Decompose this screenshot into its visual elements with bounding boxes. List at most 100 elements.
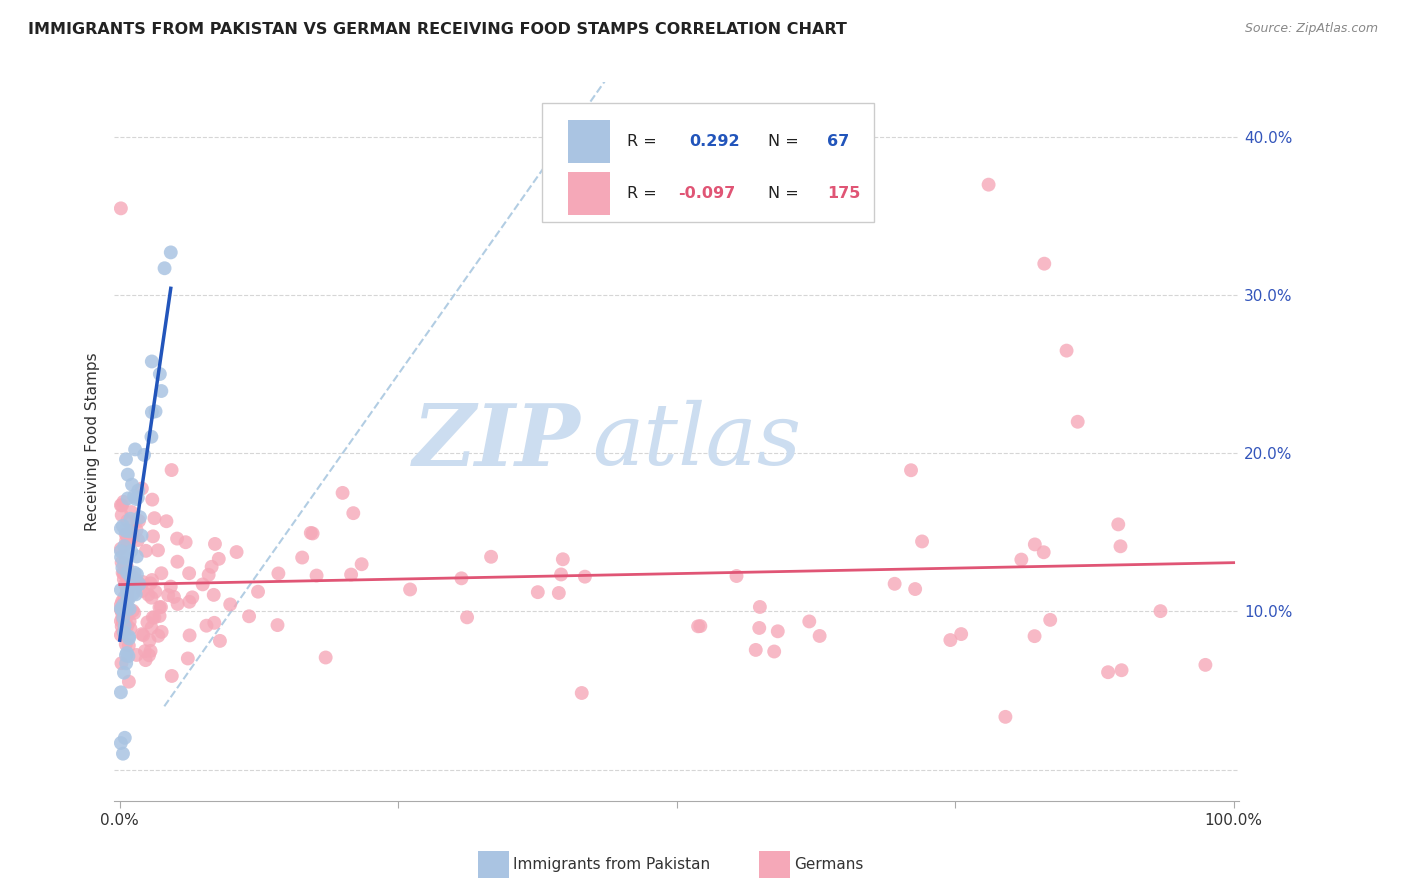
Point	[547, 586, 569, 600]
Bar	[568, 120, 610, 163]
Point	[201, 559, 224, 574]
Point	[132, 448, 155, 462]
Point	[115, 646, 138, 660]
Point	[111, 556, 134, 570]
Point	[939, 633, 962, 648]
Point	[911, 534, 934, 549]
Point	[111, 610, 134, 624]
Y-axis label: Receiving Food Stamps: Receiving Food Stamps	[86, 352, 100, 531]
Point	[112, 557, 135, 571]
Text: N =: N =	[768, 134, 804, 149]
Point	[1194, 657, 1216, 672]
Point	[110, 544, 132, 558]
Point	[399, 582, 422, 597]
Point	[118, 602, 141, 616]
Point	[994, 710, 1017, 724]
Point	[763, 644, 786, 658]
Point	[120, 512, 142, 526]
Point	[1032, 545, 1054, 559]
Point	[111, 594, 134, 608]
Point	[132, 574, 155, 589]
Point	[136, 615, 159, 630]
Point	[166, 597, 188, 611]
Point	[181, 591, 204, 605]
Point	[118, 639, 141, 653]
Point	[148, 609, 170, 624]
Point	[139, 644, 162, 658]
Point	[115, 592, 138, 607]
Point	[748, 599, 770, 614]
Point	[456, 610, 478, 624]
Point	[150, 566, 173, 581]
Point	[267, 566, 290, 581]
Point	[340, 567, 363, 582]
Point	[111, 606, 134, 620]
Point	[142, 529, 165, 543]
Point	[125, 523, 148, 537]
Point	[174, 535, 197, 549]
Point	[135, 653, 157, 667]
Point	[179, 628, 201, 642]
Point	[112, 611, 135, 625]
Point	[117, 530, 139, 544]
Text: 0.292: 0.292	[689, 134, 740, 149]
Point	[195, 618, 218, 632]
Point	[166, 555, 188, 569]
Text: Immigrants from Pakistan: Immigrants from Pakistan	[513, 857, 710, 871]
Point	[111, 747, 134, 761]
Point	[111, 614, 134, 628]
Point	[117, 574, 139, 589]
Point	[950, 627, 973, 641]
Point	[1033, 257, 1056, 271]
Point	[117, 491, 139, 506]
Point	[110, 656, 132, 670]
Text: atlas: atlas	[592, 401, 801, 483]
Point	[117, 585, 139, 599]
Point	[977, 178, 1000, 192]
Point	[301, 526, 323, 541]
Point	[179, 595, 201, 609]
Point	[121, 524, 143, 538]
Point	[125, 648, 148, 662]
Point	[121, 477, 143, 491]
Point	[117, 536, 139, 550]
Point	[114, 731, 136, 745]
Point	[111, 619, 134, 633]
Point	[1039, 613, 1062, 627]
Point	[114, 551, 136, 566]
Point	[219, 598, 242, 612]
Point	[550, 567, 572, 582]
Point	[111, 624, 134, 639]
Text: Source: ZipAtlas.com: Source: ZipAtlas.com	[1244, 22, 1378, 36]
Point	[128, 577, 150, 591]
Point	[110, 582, 132, 597]
Point	[332, 486, 354, 500]
Point	[1107, 517, 1129, 532]
Point	[153, 261, 176, 276]
Point	[125, 587, 148, 601]
Point	[1056, 343, 1078, 358]
Point	[149, 600, 172, 615]
Point	[120, 569, 142, 583]
Text: IMMIGRANTS FROM PAKISTAN VS GERMAN RECEIVING FOOD STAMPS CORRELATION CHART: IMMIGRANTS FROM PAKISTAN VS GERMAN RECEI…	[28, 22, 846, 37]
Point	[125, 513, 148, 527]
Point	[110, 601, 132, 615]
Point	[1010, 552, 1032, 566]
Point	[342, 506, 364, 520]
Point	[146, 543, 169, 558]
Point	[110, 598, 132, 612]
Point	[138, 588, 160, 602]
Point	[125, 567, 148, 582]
Point	[118, 524, 141, 539]
Point	[122, 606, 145, 620]
Point	[115, 590, 138, 604]
Point	[112, 604, 135, 618]
Point	[139, 576, 162, 591]
Point	[141, 492, 163, 507]
Point	[131, 529, 153, 543]
Point	[900, 463, 922, 477]
Point	[725, 569, 748, 583]
Point	[143, 511, 166, 525]
Point	[121, 568, 143, 582]
Point	[118, 632, 141, 646]
